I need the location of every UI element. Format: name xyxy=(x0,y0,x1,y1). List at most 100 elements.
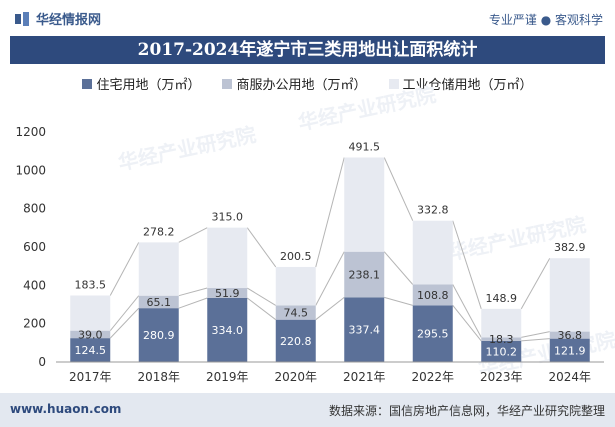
x-tick-label: 2020年 xyxy=(274,370,317,384)
data-label-residential: 295.5 xyxy=(417,328,449,341)
bar-residential xyxy=(344,297,385,362)
connector-line xyxy=(315,251,345,306)
y-tick-label: 200 xyxy=(23,317,46,331)
data-label-industrial: 491.5 xyxy=(349,140,381,153)
connector-line xyxy=(383,251,414,285)
bar-commercial xyxy=(138,295,179,309)
bar-commercial xyxy=(344,251,385,298)
bar-commercial xyxy=(549,331,590,339)
data-label-industrial: 200.5 xyxy=(280,250,312,263)
x-tick-label: 2021年 xyxy=(343,370,386,384)
footer: www.huaon.com 数据来源：国信房地产信息网，华经产业研究院整理 xyxy=(0,393,615,427)
x-tick-label: 2019年 xyxy=(206,370,249,384)
x-tick-label: 2023年 xyxy=(480,370,523,384)
bar-industrial xyxy=(412,220,453,285)
data-label-residential: 124.5 xyxy=(75,344,107,357)
connector-line xyxy=(178,227,208,243)
data-label-industrial: 332.8 xyxy=(417,204,449,217)
legend-label-residential: 住宅用地（万㎡） xyxy=(96,78,201,93)
bar-commercial xyxy=(412,284,453,306)
y-tick-label: 1000 xyxy=(15,163,46,177)
bar-industrial xyxy=(275,266,316,306)
connector-line xyxy=(109,242,140,296)
connector-line xyxy=(452,305,482,342)
data-label-industrial: 382.9 xyxy=(554,241,586,254)
bar-residential xyxy=(70,338,111,362)
bar-residential xyxy=(549,338,590,362)
connector-line xyxy=(384,296,413,306)
data-label-residential: 121.9 xyxy=(554,344,586,357)
data-label-industrial: 278.2 xyxy=(143,225,175,238)
connector-line xyxy=(521,338,550,342)
legend-swatch-commercial xyxy=(222,78,233,89)
brand-name: 华经情报网 xyxy=(36,13,102,28)
bar-residential xyxy=(412,305,453,362)
connector-line xyxy=(452,220,482,309)
data-label-commercial: 51.9 xyxy=(215,287,240,300)
tagline: 专业严谨 ● 客观科学 xyxy=(488,13,603,27)
chart-legend: 住宅用地（万㎡） 商服办公用地（万㎡） 工业仓储用地（万㎡） xyxy=(0,74,615,93)
bar-commercial xyxy=(481,337,522,341)
data-label-commercial: 18.3 xyxy=(489,333,514,346)
connector-line xyxy=(383,157,414,221)
legend-item-commercial: 商服办公用地（万㎡） xyxy=(222,74,367,93)
y-tick-label: 800 xyxy=(23,202,46,216)
legend-swatch-residential xyxy=(82,78,93,89)
logo-icon xyxy=(15,11,29,26)
data-label-commercial: 74.5 xyxy=(284,307,309,320)
connector-line xyxy=(109,295,140,331)
legend-item-residential: 住宅用地（万㎡） xyxy=(82,74,200,93)
bar-industrial xyxy=(344,157,385,252)
x-tick-label: 2022年 xyxy=(411,370,454,384)
watermark-text: 华经产业研究院 xyxy=(116,122,258,175)
data-label-commercial: 39.0 xyxy=(78,328,103,341)
bar-industrial xyxy=(481,308,522,338)
y-tick-label: 600 xyxy=(23,240,46,254)
data-label-residential: 220.8 xyxy=(280,335,312,348)
bar-residential xyxy=(275,319,316,362)
footer-website[interactable]: www.huaon.com xyxy=(10,402,122,416)
connector-line xyxy=(520,257,551,310)
connector-line xyxy=(452,284,482,338)
bar-residential xyxy=(138,308,179,362)
x-tick-label: 2017年 xyxy=(69,370,112,384)
watermark-text: 华经产业研究院 xyxy=(446,212,588,265)
y-tick-label: 1200 xyxy=(15,125,46,139)
data-label-residential: 337.4 xyxy=(349,324,381,337)
data-label-industrial: 148.9 xyxy=(486,292,518,305)
bar-industrial xyxy=(207,227,248,289)
connector-line xyxy=(246,287,277,306)
y-tick-label: 0 xyxy=(38,355,46,369)
connector-line xyxy=(109,307,140,339)
x-tick-label: 2024年 xyxy=(548,370,591,384)
connector-line xyxy=(246,227,277,268)
data-label-commercial: 238.1 xyxy=(349,269,381,282)
connector-line xyxy=(315,157,345,268)
x-tick-label: 2018年 xyxy=(137,370,180,384)
bar-residential xyxy=(481,340,522,362)
data-labels: 124.5 39.0 183.5 280.9 65.1 278.2 334.0 51.9 315… xyxy=(75,140,586,358)
bar-industrial xyxy=(70,295,111,331)
data-label-industrial: 315.0 xyxy=(212,211,244,224)
data-label-commercial: 36.8 xyxy=(558,329,583,342)
bars xyxy=(70,157,590,362)
watermark-text: 华经产业研究院 xyxy=(296,82,438,135)
data-label-residential: 280.9 xyxy=(143,329,175,342)
bar-commercial xyxy=(70,330,111,339)
connector-line xyxy=(178,297,208,309)
connector-line xyxy=(315,296,345,321)
legend-item-industrial: 工业仓储用地（万㎡） xyxy=(388,74,533,93)
legend-swatch-industrial xyxy=(388,78,399,89)
legend-label-commercial: 商服办公用地（万㎡） xyxy=(236,78,367,93)
data-label-residential: 334.0 xyxy=(212,324,244,337)
bar-industrial xyxy=(138,242,179,296)
top-bar: 华经情报网 专业严谨 ● 客观科学 xyxy=(0,0,615,36)
connector-line xyxy=(178,287,208,297)
data-label-commercial: 65.1 xyxy=(147,296,172,309)
data-label-residential: 110.2 xyxy=(486,345,518,358)
bar-commercial xyxy=(275,305,316,320)
legend-label-industrial: 工业仓储用地（万㎡） xyxy=(402,78,533,93)
brand[interactable]: 华经情报网 xyxy=(14,9,101,28)
data-label-industrial: 183.5 xyxy=(75,278,107,291)
